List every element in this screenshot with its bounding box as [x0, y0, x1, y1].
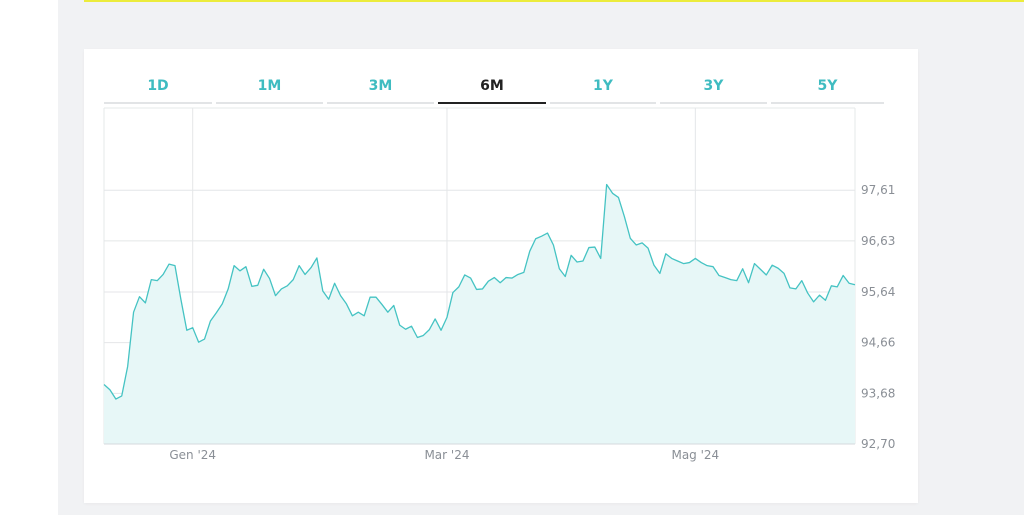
y-tick-label: 96,63 — [861, 234, 895, 248]
tab-6m[interactable]: 6M — [438, 70, 546, 104]
y-tick-label: 92,70 — [861, 437, 895, 451]
y-tick-label: 97,61 — [861, 183, 895, 197]
x-tick-label: Mar '24 — [424, 448, 469, 462]
left-margin — [0, 0, 58, 515]
x-tick-label: Mag '24 — [671, 448, 719, 462]
top-accent-bar — [84, 0, 1024, 2]
tab-1m[interactable]: 1M — [216, 70, 323, 104]
y-tick-label: 93,68 — [861, 386, 895, 400]
series-line — [103, 183, 856, 400]
tab-1d[interactable]: 1D — [104, 70, 212, 104]
y-tick-label: 94,66 — [861, 336, 895, 350]
tab-3y[interactable]: 3Y — [660, 70, 767, 104]
tab-1y[interactable]: 1Y — [550, 70, 656, 104]
x-tick-label: Gen '24 — [169, 448, 216, 462]
tab-5y[interactable]: 5Y — [771, 70, 884, 104]
tab-3m[interactable]: 3M — [327, 70, 434, 104]
y-tick-label: 95,64 — [861, 285, 895, 299]
series-area — [104, 184, 855, 444]
